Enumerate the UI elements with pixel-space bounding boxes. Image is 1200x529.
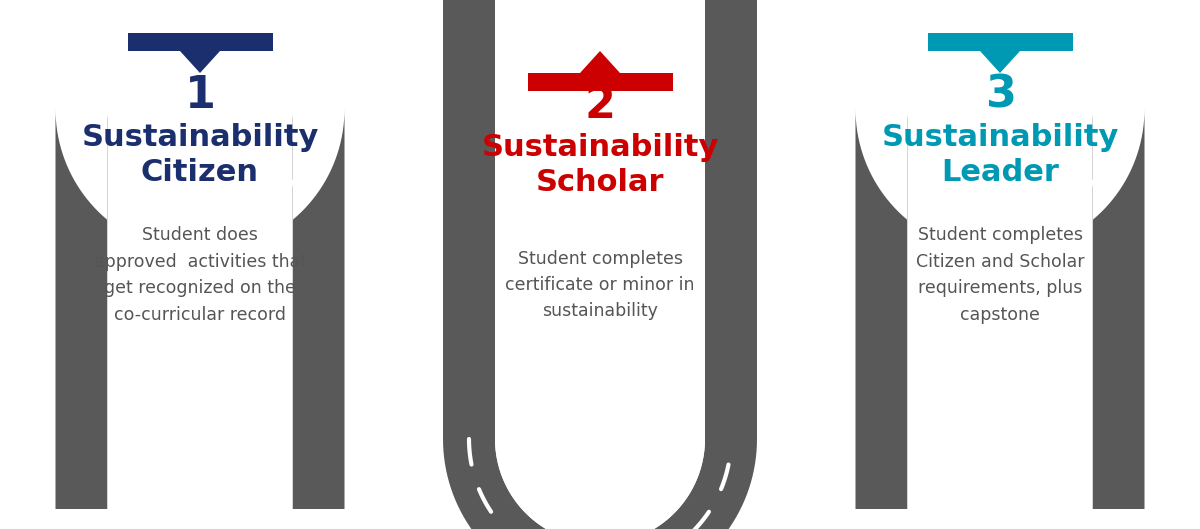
Polygon shape <box>928 33 1073 51</box>
Polygon shape <box>856 109 1145 509</box>
Text: Sustainability
Citizen: Sustainability Citizen <box>82 123 319 187</box>
Text: Student completes
certificate or minor in
sustainability: Student completes certificate or minor i… <box>505 250 695 321</box>
Text: Sustainability
Leader: Sustainability Leader <box>881 123 1118 187</box>
Polygon shape <box>496 0 706 529</box>
Text: 1: 1 <box>185 74 216 116</box>
Text: 3: 3 <box>984 74 1015 116</box>
Text: Student does
approved  activities that
get recognized on the
co-curricular recor: Student does approved activities that ge… <box>94 226 306 324</box>
Polygon shape <box>180 51 220 73</box>
Text: Student completes
Citizen and Scholar
requirements, plus
capstone: Student completes Citizen and Scholar re… <box>916 226 1085 324</box>
Polygon shape <box>528 73 672 91</box>
Text: Sustainability
Scholar: Sustainability Scholar <box>481 133 719 197</box>
Polygon shape <box>580 51 620 73</box>
Polygon shape <box>907 109 1092 509</box>
Polygon shape <box>55 109 344 509</box>
Polygon shape <box>108 109 293 509</box>
Polygon shape <box>127 33 272 51</box>
Polygon shape <box>443 0 757 529</box>
Text: 2: 2 <box>584 84 616 126</box>
Polygon shape <box>980 51 1020 73</box>
